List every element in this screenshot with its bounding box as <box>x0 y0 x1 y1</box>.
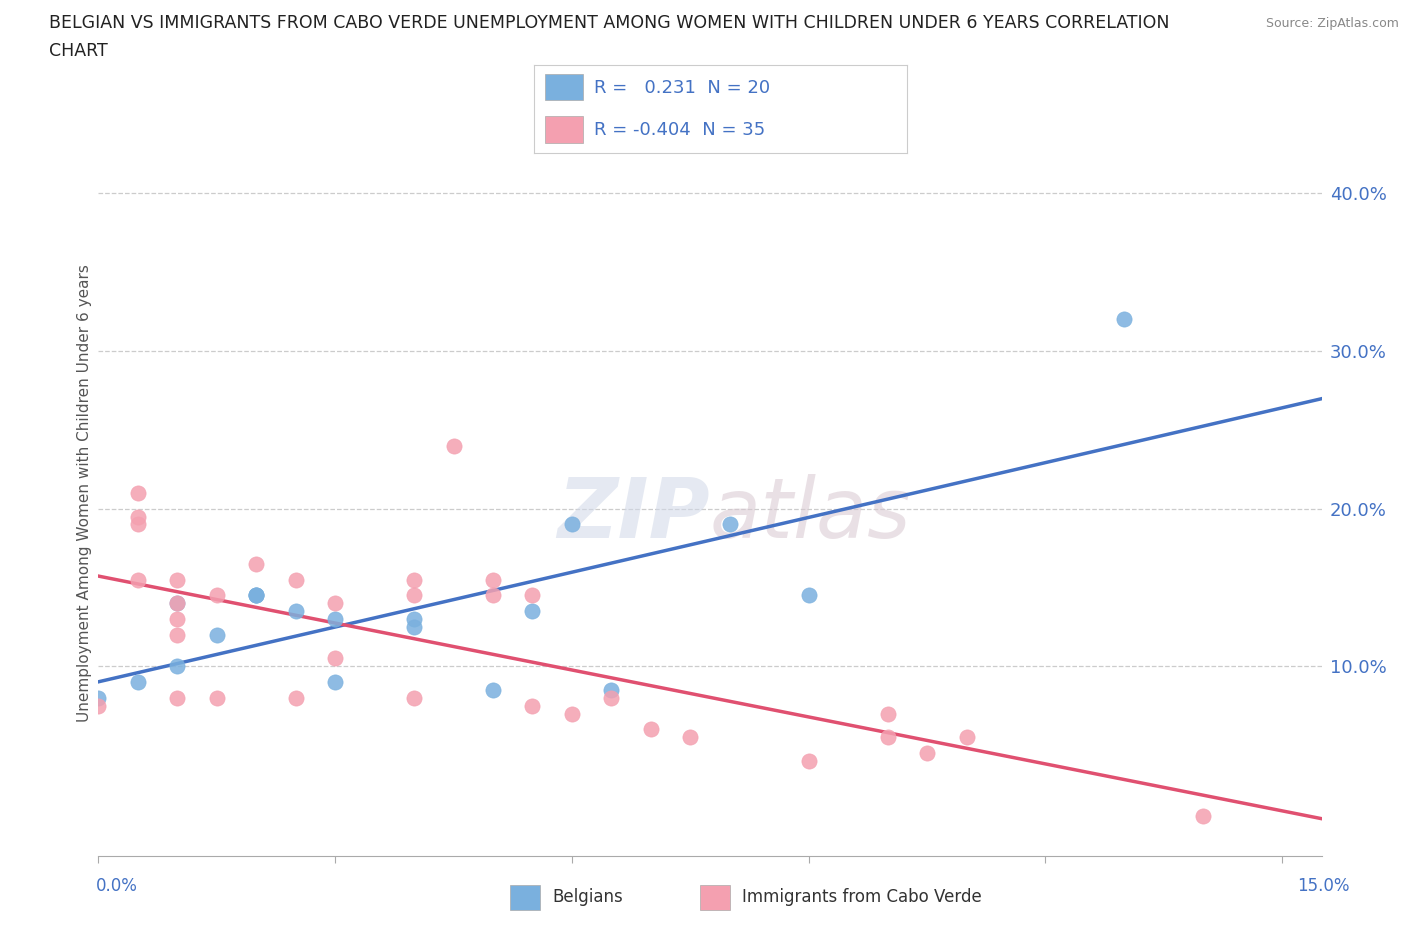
Text: Belgians: Belgians <box>553 888 623 907</box>
Point <box>284 690 307 705</box>
Point <box>166 596 188 611</box>
Point <box>205 588 228 603</box>
Point <box>522 698 544 713</box>
Point <box>404 572 426 587</box>
Point <box>205 628 228 643</box>
Y-axis label: Unemployment Among Women with Children Under 6 years: Unemployment Among Women with Children U… <box>77 264 91 722</box>
Point <box>522 604 544 618</box>
Point <box>127 485 149 500</box>
Point <box>245 588 267 603</box>
Point <box>127 572 149 587</box>
Point <box>87 690 110 705</box>
Text: ZIP: ZIP <box>557 474 710 555</box>
Point <box>404 612 426 627</box>
Point <box>876 730 898 745</box>
Point <box>404 619 426 634</box>
Point <box>915 746 938 761</box>
Point <box>718 517 741 532</box>
Point <box>166 628 188 643</box>
Point <box>284 604 307 618</box>
Point <box>600 683 623 698</box>
Point <box>482 683 505 698</box>
Text: 0.0%: 0.0% <box>96 877 138 895</box>
Text: R = -0.404  N = 35: R = -0.404 N = 35 <box>593 121 765 140</box>
Point <box>323 651 346 666</box>
Point <box>284 572 307 587</box>
Point <box>600 690 623 705</box>
Point <box>245 588 267 603</box>
Point <box>87 698 110 713</box>
Point <box>166 612 188 627</box>
Text: Source: ZipAtlas.com: Source: ZipAtlas.com <box>1265 17 1399 30</box>
Point <box>522 588 544 603</box>
Point <box>127 674 149 689</box>
Point <box>955 730 977 745</box>
Text: BELGIAN VS IMMIGRANTS FROM CABO VERDE UNEMPLOYMENT AMONG WOMEN WITH CHILDREN UND: BELGIAN VS IMMIGRANTS FROM CABO VERDE UN… <box>49 14 1170 32</box>
FancyBboxPatch shape <box>510 885 540 910</box>
Point <box>166 659 188 674</box>
Point <box>797 753 820 768</box>
Point <box>127 509 149 524</box>
Point <box>404 588 426 603</box>
FancyBboxPatch shape <box>546 116 582 143</box>
Point <box>245 588 267 603</box>
Point <box>1192 809 1215 824</box>
Point <box>127 517 149 532</box>
Point <box>640 722 662 737</box>
Point <box>679 730 702 745</box>
FancyBboxPatch shape <box>546 74 582 100</box>
Text: 15.0%: 15.0% <box>1298 877 1350 895</box>
FancyBboxPatch shape <box>700 885 730 910</box>
Point <box>876 706 898 721</box>
Point <box>245 556 267 571</box>
Text: R =   0.231  N = 20: R = 0.231 N = 20 <box>593 79 770 97</box>
Point <box>166 596 188 611</box>
Text: Immigrants from Cabo Verde: Immigrants from Cabo Verde <box>742 888 983 907</box>
Point <box>561 706 583 721</box>
Point <box>166 690 188 705</box>
Text: CHART: CHART <box>49 42 108 60</box>
Point <box>323 612 346 627</box>
Point <box>482 588 505 603</box>
Point <box>443 438 465 453</box>
Point <box>404 690 426 705</box>
Point <box>1114 312 1136 326</box>
Point <box>205 690 228 705</box>
Point <box>323 596 346 611</box>
Point <box>797 588 820 603</box>
Point <box>166 572 188 587</box>
Point <box>323 674 346 689</box>
Point <box>561 517 583 532</box>
Point <box>482 572 505 587</box>
Text: atlas: atlas <box>710 474 911 555</box>
